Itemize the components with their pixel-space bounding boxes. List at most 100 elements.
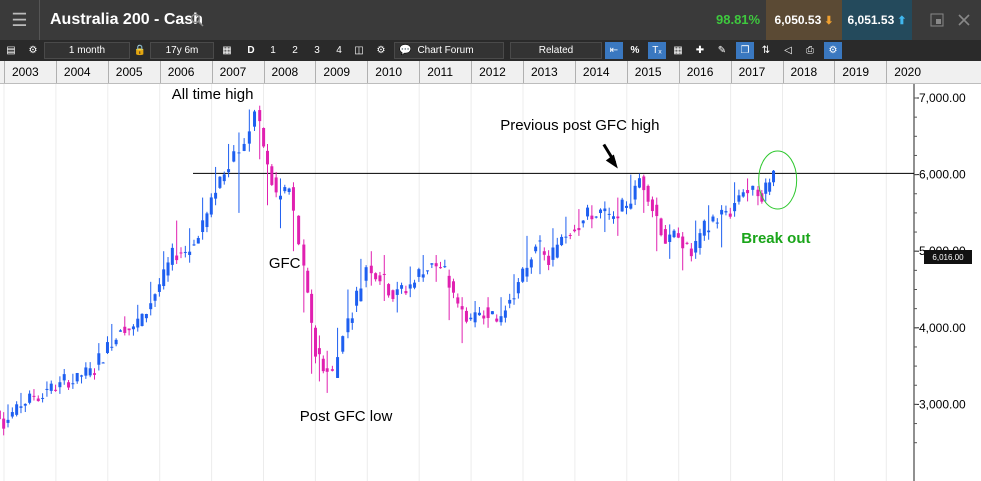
chart-settings-icon[interactable]: ⚙ xyxy=(824,42,842,59)
candle-body xyxy=(404,291,408,294)
lock-icon[interactable]: 🔒 xyxy=(133,45,147,56)
calendar-icon[interactable]: ▦ xyxy=(222,45,232,56)
candle-body xyxy=(369,265,373,274)
candle-body xyxy=(607,213,611,215)
year-divider xyxy=(4,61,5,83)
preset-2-button[interactable]: 2 xyxy=(292,45,298,56)
candle-body xyxy=(633,185,637,200)
print-icon[interactable]: ⎙ xyxy=(806,45,814,56)
candle-body xyxy=(54,389,58,391)
crosshair-icon[interactable]: ✚ xyxy=(695,45,705,56)
interval-select[interactable]: 1 month xyxy=(44,42,130,59)
year-divider xyxy=(834,61,836,83)
candle-body xyxy=(668,234,672,243)
candle-body xyxy=(45,388,49,390)
menu-icon[interactable]: ☰ xyxy=(0,0,40,40)
chart-annotation: Post GFC low xyxy=(299,407,393,425)
candle-body xyxy=(232,151,236,162)
candle-body xyxy=(10,412,14,417)
sell-price-button[interactable]: 6,050.53 ⬇ xyxy=(766,0,842,40)
title-bar: ☰ Australia 200 - Cash 98.81% 6,050.53 ⬇… xyxy=(0,0,981,41)
percent-button[interactable]: % xyxy=(630,45,640,56)
text-size-icon[interactable]: Tₓ xyxy=(648,42,666,59)
year-divider xyxy=(367,61,369,83)
close-icon[interactable] xyxy=(953,9,975,31)
candle-body xyxy=(573,229,577,232)
candle-body xyxy=(175,255,179,261)
candle-body xyxy=(451,281,455,293)
candle-body xyxy=(741,192,745,197)
candle-icon[interactable]: ◫ xyxy=(354,45,364,56)
year-divider xyxy=(159,61,161,83)
chart-annotation: Previous post GFC high xyxy=(500,116,660,134)
preset-3-button[interactable]: 3 xyxy=(314,45,320,56)
y-tick-label: 3,000.00 xyxy=(919,397,966,411)
candle-body xyxy=(516,282,520,294)
search-icon[interactable] xyxy=(186,9,208,31)
trend-tool-icon[interactable]: ⇅ xyxy=(761,45,771,56)
candle-body xyxy=(434,263,438,267)
candle-body xyxy=(650,199,654,212)
candle-body xyxy=(23,403,27,406)
chart-area[interactable]: 3,000.004,000.005,000.006,000.007,000.00… xyxy=(0,84,981,481)
grid-icon[interactable]: ▦ xyxy=(673,45,683,56)
candle-body xyxy=(36,398,40,402)
candle-body xyxy=(590,215,594,220)
candle-body xyxy=(637,178,641,188)
candle-body xyxy=(321,358,325,372)
range-select[interactable]: 17y 6m xyxy=(150,42,214,59)
back-arrow-icon[interactable]: ⇤ xyxy=(605,42,623,59)
day-button[interactable]: D xyxy=(247,45,255,56)
year-divider xyxy=(730,61,732,83)
related-label: Related xyxy=(538,45,574,56)
candle-body xyxy=(464,310,468,322)
candle-body xyxy=(274,177,278,193)
candle-body xyxy=(391,290,395,299)
candle-body xyxy=(114,339,118,345)
candle-body xyxy=(341,336,345,352)
layers-icon[interactable]: ❐ xyxy=(736,42,754,59)
candle-body xyxy=(603,208,607,212)
candle-body xyxy=(460,306,464,310)
year-divider xyxy=(471,61,473,83)
interval-value: 1 month xyxy=(68,45,106,56)
settings-gear-icon[interactable]: ⚙ xyxy=(28,45,38,56)
popout-icon[interactable] xyxy=(926,9,948,31)
related-button[interactable]: Related xyxy=(510,42,602,59)
instrument-title: Australia 200 - Cash xyxy=(50,11,203,28)
candle-body xyxy=(538,240,542,242)
candle-body xyxy=(287,188,291,192)
chart-toolbar: ▤ ⚙ 1 month 🔒 17y 6m ▦ D 1 2 3 4 ◫ ⚙ 💬 C… xyxy=(0,40,981,62)
candle-body xyxy=(612,216,615,219)
candle-body xyxy=(71,383,75,385)
current-line-price-label: 6,016.00 xyxy=(924,250,972,264)
indicator-settings-icon[interactable]: ⚙ xyxy=(376,45,386,56)
candle-body xyxy=(49,383,53,391)
candle-body xyxy=(302,244,306,266)
chart-forum-button[interactable]: 💬 Chart Forum xyxy=(394,42,504,59)
candle-body xyxy=(28,393,32,403)
candle-body xyxy=(196,238,200,244)
draw-tools-icon[interactable]: ✎ xyxy=(717,45,727,56)
list-icon[interactable]: ▤ xyxy=(6,45,16,56)
candle-body xyxy=(84,367,88,376)
breakout-circle xyxy=(758,150,798,210)
candle-body xyxy=(456,297,460,304)
candle-body xyxy=(503,310,507,318)
candle-body xyxy=(756,189,760,197)
candle-body xyxy=(581,220,585,224)
candle-body xyxy=(179,252,183,254)
candle-body xyxy=(283,187,287,192)
preset-1-button[interactable]: 1 xyxy=(270,45,276,56)
candle-body xyxy=(19,406,23,408)
label-tag-icon[interactable]: ◁ xyxy=(784,45,792,56)
candle-body xyxy=(67,382,71,388)
candle-body xyxy=(768,182,772,192)
candle-body xyxy=(355,290,359,306)
candle-body xyxy=(214,192,218,199)
preset-4-button[interactable]: 4 xyxy=(336,45,342,56)
year-tick-label: 2005 xyxy=(115,65,143,79)
candle-body xyxy=(41,397,45,399)
candle-body xyxy=(105,342,109,354)
buy-price-button[interactable]: 6,051.53 ⬆ xyxy=(842,0,912,40)
